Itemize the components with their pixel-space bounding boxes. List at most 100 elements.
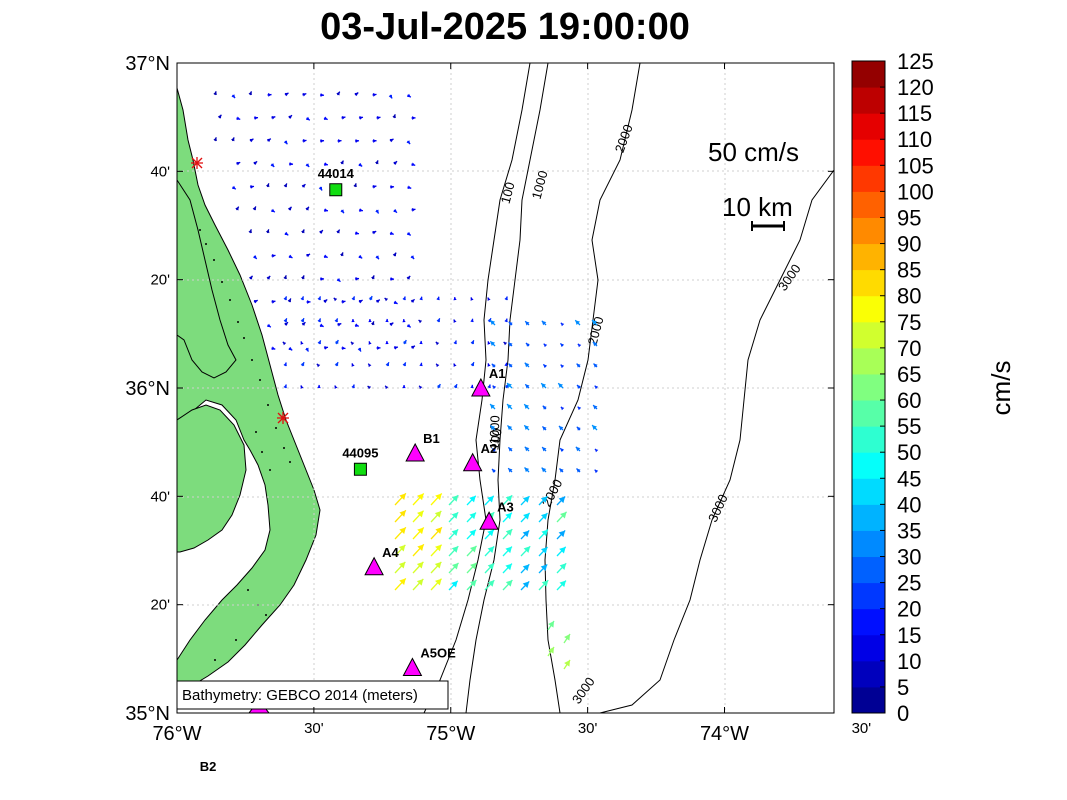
red-star-icon (191, 157, 203, 169)
station-44095[interactable]: 44095 (342, 445, 378, 476)
current-vector-arrow (419, 340, 423, 345)
bathymetry-note: Bathymetry: GEBCO 2014 (meters) (182, 687, 418, 704)
current-vector-arrow (266, 138, 272, 143)
current-vector-arrow (284, 92, 289, 97)
current-vector-arrow (372, 230, 377, 235)
station-a3[interactable]: A3 (479, 499, 514, 530)
current-vector-arrow (368, 295, 373, 301)
current-vector-arrow (557, 382, 564, 389)
current-vector-arrow (252, 206, 257, 211)
current-vector-arrow (556, 580, 567, 591)
colorbar-segment (852, 243, 885, 271)
current-vector-arrow (542, 363, 547, 368)
current-vector-arrow (283, 183, 288, 188)
current-vector-arrow (385, 361, 390, 367)
current-vector-arrow (375, 209, 380, 214)
current-vector-arrow (319, 139, 325, 143)
current-vector-arrow (524, 383, 530, 389)
station-a1[interactable]: A1 (471, 366, 506, 397)
current-vector-arrow (402, 362, 407, 367)
contour-100 (423, 63, 531, 713)
colorbar-tick-label: 5 (897, 675, 909, 700)
station-label: A1 (489, 366, 506, 381)
mainland-land-south (177, 404, 247, 553)
current-vector-arrow (368, 341, 372, 345)
current-vector-arrow (305, 163, 310, 168)
station-label: A4 (382, 545, 399, 560)
station-b1[interactable]: B1 (405, 431, 440, 462)
current-vector-arrow (524, 446, 530, 452)
station-label: 44014 (318, 166, 355, 181)
colorbar-segment (852, 87, 885, 114)
current-vector-arrow (301, 183, 306, 188)
current-vector-arrow (487, 363, 491, 367)
current-vector-arrow (508, 342, 513, 347)
current-vector-arrow (576, 468, 581, 473)
current-vector-arrow (372, 93, 377, 97)
current-vector-arrow (563, 659, 571, 670)
current-vector-arrow (577, 343, 582, 348)
colorbar-label: cm/s (986, 361, 1016, 416)
current-vector-arrow (576, 363, 581, 368)
current-vector-arrow (419, 362, 423, 367)
station-a4[interactable]: A4 (364, 545, 399, 576)
current-vector-arrow (305, 347, 309, 352)
colorbar-tick-label: 115 (897, 101, 932, 126)
current-vector-arrow (487, 317, 492, 323)
current-vector-arrow (506, 403, 513, 410)
current-vector-arrow (248, 91, 253, 96)
station-a5oe[interactable]: A5OE (402, 646, 456, 676)
current-vector-arrow (319, 277, 325, 281)
current-vector-arrow (504, 362, 508, 367)
current-vector-arrow (235, 206, 240, 211)
current-vector-arrow (394, 561, 406, 574)
current-vector-arrow (563, 633, 571, 644)
current-vector-arrow (283, 362, 287, 367)
current-vector-arrow (556, 511, 568, 523)
colorbar-segment (852, 400, 885, 427)
current-vector-arrow (574, 319, 581, 326)
current-vector-arrow (323, 254, 328, 259)
colorbar-segment (852, 373, 885, 401)
current-vector-arrow (319, 323, 324, 328)
current-vector-arrow (543, 343, 548, 348)
current-vector-arrow (394, 526, 407, 540)
current-vector-arrow (484, 579, 495, 591)
bathymetry-note-box: Bathymetry: GEBCO 2014 (meters) (177, 680, 449, 710)
current-vector-arrow (502, 579, 513, 591)
current-vector-arrow (466, 495, 477, 506)
current-vector-arrow (524, 320, 530, 326)
current-vector-arrow (288, 114, 293, 119)
current-vector-arrow (388, 94, 393, 99)
current-vector-arrow (376, 116, 381, 120)
colorbar-segment (852, 478, 885, 505)
bathymetry-contours (423, 63, 834, 713)
current-vector-arrow (412, 578, 424, 591)
current-vector-arrow (430, 544, 443, 557)
current-vector-arrow (253, 116, 259, 120)
current-vector-arrow (357, 347, 362, 352)
distance-scale-bar (751, 221, 785, 231)
colorbar-segment (852, 452, 885, 479)
current-vector-arrow (367, 363, 372, 368)
lat-tick-label: 40' (150, 163, 170, 180)
current-vector-arrow (470, 340, 475, 345)
map-title: 03-Jul-2025 19:00:00 (320, 6, 690, 48)
current-vector-arrow (392, 114, 396, 119)
station-a2[interactable]: A2 (462, 441, 498, 472)
current-vector-arrow (389, 322, 394, 327)
station-markers: 44014 44095 A1 B1 A2 A3 A4 A5OE (248, 166, 514, 713)
current-vector-arrow (436, 318, 441, 323)
contour-2000 (544, 63, 641, 713)
current-vector-arrow (520, 580, 530, 591)
current-vector-arrow (547, 620, 555, 631)
station-44014[interactable]: 44014 (318, 166, 355, 197)
current-vector-arrow (306, 300, 311, 304)
colorbar-segment (852, 217, 885, 245)
current-vector-arrow (484, 495, 495, 506)
map-axes: 76°W 30' 75°W 30' 74°W 30' 37°N 40' 20' 36°N 40' 20… (125, 53, 871, 745)
red-star-icon (277, 412, 289, 424)
current-vector-arrow (283, 296, 288, 301)
current-vector-arrow (406, 231, 412, 236)
colorbar-tick-label: 25 (897, 571, 921, 596)
